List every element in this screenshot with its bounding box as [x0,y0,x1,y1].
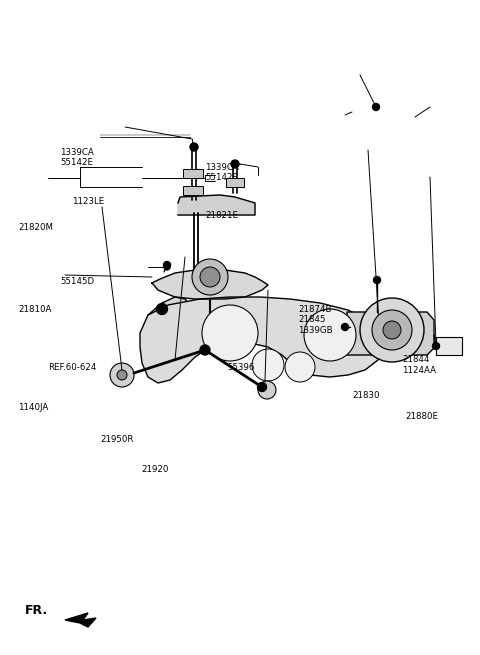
Polygon shape [178,195,255,215]
Bar [226,178,244,187]
Circle shape [192,259,228,295]
Bar [183,186,203,195]
Text: REF.60-624: REF.60-624 [48,364,96,373]
Circle shape [117,370,127,380]
Circle shape [432,343,440,350]
Polygon shape [152,270,268,299]
Polygon shape [148,297,192,333]
Text: 55145D: 55145D [60,278,94,286]
Text: 1339CA
55142E: 1339CA 55142E [205,163,239,182]
Text: 21874B
21845
1339GB: 21874B 21845 1339GB [298,305,333,335]
Text: FR.: FR. [25,603,48,616]
Circle shape [190,143,198,151]
Bar [436,337,462,355]
Circle shape [164,261,170,269]
Polygon shape [347,312,434,355]
Circle shape [164,264,170,270]
Circle shape [200,345,210,355]
Circle shape [373,276,381,284]
Circle shape [285,352,315,382]
Circle shape [258,381,276,399]
Text: 21844
1124AA: 21844 1124AA [402,355,436,375]
Text: 21830: 21830 [352,390,380,400]
Text: 1339CA
55142E: 1339CA 55142E [60,148,94,168]
Circle shape [383,321,401,339]
Polygon shape [140,297,385,383]
Text: 1140JA: 1140JA [18,403,48,413]
Text: 21821E: 21821E [205,210,238,219]
Text: 21820M: 21820M [18,223,53,233]
Circle shape [372,103,380,111]
Text: 21920: 21920 [141,466,168,474]
Text: 21950R: 21950R [100,436,133,445]
Text: 21880E: 21880E [405,412,438,421]
Text: 21810A: 21810A [18,305,51,314]
Text: 55396: 55396 [228,364,255,373]
Circle shape [372,310,412,350]
Bar [183,169,203,178]
Circle shape [110,363,134,387]
Circle shape [257,383,266,392]
Text: 1123LE: 1123LE [72,198,104,206]
Circle shape [200,267,220,287]
Circle shape [252,349,284,381]
Circle shape [360,298,424,362]
Polygon shape [65,613,96,627]
Circle shape [202,305,258,361]
Circle shape [341,324,348,331]
Circle shape [304,309,356,361]
Circle shape [156,303,168,314]
Circle shape [231,160,239,168]
